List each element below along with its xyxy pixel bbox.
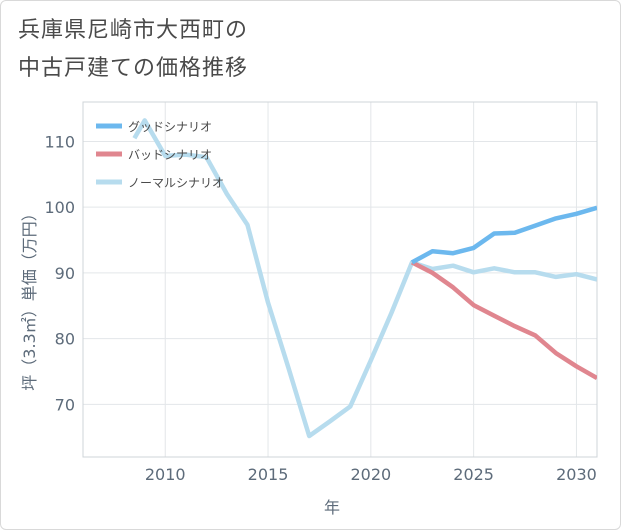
chart-title: 兵庫県尼崎市大西町の 中古戸建ての価格推移 <box>18 12 438 88</box>
legend-label-2: ノーマルシナリオ <box>128 176 224 190</box>
legend-label-0: グッドシナリオ <box>128 120 212 134</box>
x-tick-label: 2010 <box>145 465 186 484</box>
y-tick-label: 100 <box>44 198 75 217</box>
y-tick-label: 90 <box>55 264 75 283</box>
chart-title-line-1: 兵庫県尼崎市大西町の <box>18 18 249 43</box>
series-line-2 <box>132 118 597 439</box>
y-tick-label: 110 <box>44 132 75 151</box>
series-line-0 <box>410 205 597 265</box>
series-lines <box>132 118 597 439</box>
chart-title-line-2: 中古戸建ての価格推移 <box>18 56 249 81</box>
series-line-1 <box>410 260 597 381</box>
x-axis-title: 年 <box>324 498 340 517</box>
y-tick-label: 80 <box>55 330 75 349</box>
y-tick-labels: 70 80 90 100 110 <box>44 132 75 414</box>
x-tick-label: 2030 <box>556 465 597 484</box>
x-tick-labels: 2010 2015 2020 2025 2030 <box>145 465 597 484</box>
x-tick-label: 2025 <box>453 465 494 484</box>
legend-label-1: バッドシナリオ <box>128 148 212 162</box>
x-tick-label: 2015 <box>248 465 289 484</box>
x-tick-label: 2020 <box>350 465 391 484</box>
y-axis-title: 坪（3.3㎡）単価（万円） <box>20 205 39 390</box>
y-tick-label: 70 <box>55 395 75 414</box>
